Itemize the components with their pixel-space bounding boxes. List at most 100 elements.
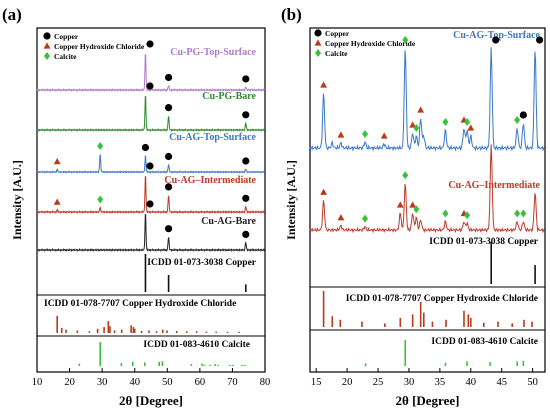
peak-marker-triangle xyxy=(380,132,388,139)
x-tick-label: 40 xyxy=(466,377,477,388)
y-axis-label: Intensity [A.U.] xyxy=(10,160,24,240)
peak-marker-circle xyxy=(146,40,154,48)
peak-marker-circle xyxy=(164,104,173,112)
peak-marker-diamond xyxy=(514,209,521,218)
chart-panel-b: (b) 15 20 25 30 35 40 45 50 2θ [Degree] Intensity … xyxy=(281,5,546,408)
peak-marker-triangle xyxy=(467,124,475,131)
peak-marker-diamond xyxy=(520,209,527,218)
peak-marker-triangle xyxy=(409,121,417,128)
peak-marker-circle xyxy=(242,157,250,165)
panel-label: (b) xyxy=(281,5,302,24)
reference-label: ICDD 01-083-4610 Calcite xyxy=(143,340,250,350)
x-tick-label: 50 xyxy=(527,377,538,388)
series-label: Cu-AG-Bare xyxy=(201,216,256,227)
peak-marker-diamond xyxy=(413,205,420,214)
peak-marker-circle xyxy=(536,36,544,44)
panel-label: (a) xyxy=(2,5,22,24)
legend-label: Copper xyxy=(54,32,79,41)
peak-marker-circle xyxy=(164,183,173,191)
legend-label: Copper xyxy=(325,29,350,38)
x-tick-label: 70 xyxy=(227,377,238,388)
peak-marker-circle xyxy=(242,230,250,238)
series-line xyxy=(36,95,266,133)
x-tick-label: 20 xyxy=(64,377,75,388)
x-tick-label: 20 xyxy=(342,377,353,388)
peak-marker-triangle xyxy=(396,201,404,208)
x-tick-label: 30 xyxy=(404,377,415,388)
peak-marker-circle xyxy=(519,111,527,119)
peak-marker-circle xyxy=(242,75,250,83)
series-line xyxy=(309,144,545,234)
reference-label: ICDD 01-073-3038 Copper xyxy=(429,237,539,247)
series-line xyxy=(309,47,545,152)
legend-label: Calcite xyxy=(325,49,348,58)
peak-marker-triangle xyxy=(53,158,61,165)
peak-marker-diamond xyxy=(402,171,409,180)
peak-marker-triangle xyxy=(337,131,345,138)
legend-marker-circle xyxy=(314,29,322,37)
x-tick-label: 50 xyxy=(162,377,173,388)
x-axis-label: 2θ [Degree] xyxy=(396,393,460,408)
peak-marker-triangle xyxy=(320,188,328,195)
plot-frame xyxy=(309,27,546,373)
peak-marker-triangle xyxy=(320,81,328,88)
legend-label: Copper Hydroxide Chloride xyxy=(325,39,416,48)
peak-marker-circle xyxy=(164,225,173,233)
peak-marker-diamond xyxy=(464,118,471,126)
series-line xyxy=(36,53,266,93)
x-tick-label: 45 xyxy=(496,377,507,388)
x-tick-label: 40 xyxy=(129,377,140,388)
series-label: Cu-PG-Top-Surface xyxy=(170,47,256,58)
x-tick-label: 10 xyxy=(32,377,43,388)
reference-label: ICDD 01-078-7707 Copper Hydroxide Chlori… xyxy=(346,294,538,304)
peak-marker-circle xyxy=(242,194,250,202)
peak-marker-diamond xyxy=(97,142,104,150)
chart-panel-a: (a) 10 20 30 40 50 60 70 80 2θ [Degree] Intensity … xyxy=(2,5,270,408)
peak-marker-diamond xyxy=(362,214,369,223)
reference-label: ICDD 01-073-3038 Copper xyxy=(147,258,257,268)
peak-marker-triangle xyxy=(53,198,61,205)
x-tick-label: 35 xyxy=(435,377,446,388)
x-tick-label: 60 xyxy=(195,377,206,388)
series-label: Cu-AG-Top-Surface xyxy=(453,30,540,41)
peak-marker-triangle xyxy=(409,201,417,208)
plot-frame xyxy=(36,27,266,373)
peak-marker-diamond xyxy=(442,209,449,218)
x-tick-label: 30 xyxy=(97,377,108,388)
legend-marker-diamond xyxy=(44,52,50,60)
series-line xyxy=(36,213,266,253)
peak-marker-circle xyxy=(492,36,500,44)
x-tick-label: 25 xyxy=(373,377,384,388)
y-axis-label: Intensity [A.U.] xyxy=(284,160,298,240)
reference-label: ICDD 01-083-4610 Calcite xyxy=(431,337,538,347)
peak-marker-diamond xyxy=(413,124,420,132)
peak-marker-circle xyxy=(164,73,173,82)
series-label: Cu-AG–Intermediate xyxy=(448,180,540,191)
series-label: Cu-AG–Intermediate xyxy=(164,175,256,186)
legend-marker-triangle xyxy=(43,42,51,49)
peak-marker-diamond xyxy=(97,195,104,204)
peak-marker-circle xyxy=(141,143,150,152)
reference-label: ICDD 01-078-7707 Copper Hydroxide Chlori… xyxy=(44,299,236,309)
peak-marker-diamond xyxy=(402,36,409,44)
peak-marker-circle xyxy=(242,111,250,119)
peak-marker-circle xyxy=(146,82,154,90)
legend-marker-diamond xyxy=(315,49,321,57)
series-line xyxy=(36,175,266,215)
peak-marker-diamond xyxy=(464,211,471,220)
peak-marker-circle xyxy=(146,200,154,208)
peak-marker-diamond xyxy=(514,116,521,124)
peak-marker-diamond xyxy=(362,130,369,138)
legend-marker-circle xyxy=(43,32,51,40)
legend-label: Calcite xyxy=(54,52,77,61)
x-tick-label: 15 xyxy=(311,377,322,388)
peak-marker-triangle xyxy=(417,106,425,113)
series-label: Cu-PG-Bare xyxy=(202,91,256,102)
peak-marker-circle xyxy=(164,152,173,161)
x-tick-label: 80 xyxy=(260,377,271,388)
peak-marker-triangle xyxy=(337,214,345,221)
peak-marker-diamond xyxy=(442,118,449,126)
legend-label: Copper Hydroxide Chloride xyxy=(54,42,145,51)
peak-marker-circle xyxy=(146,162,154,170)
